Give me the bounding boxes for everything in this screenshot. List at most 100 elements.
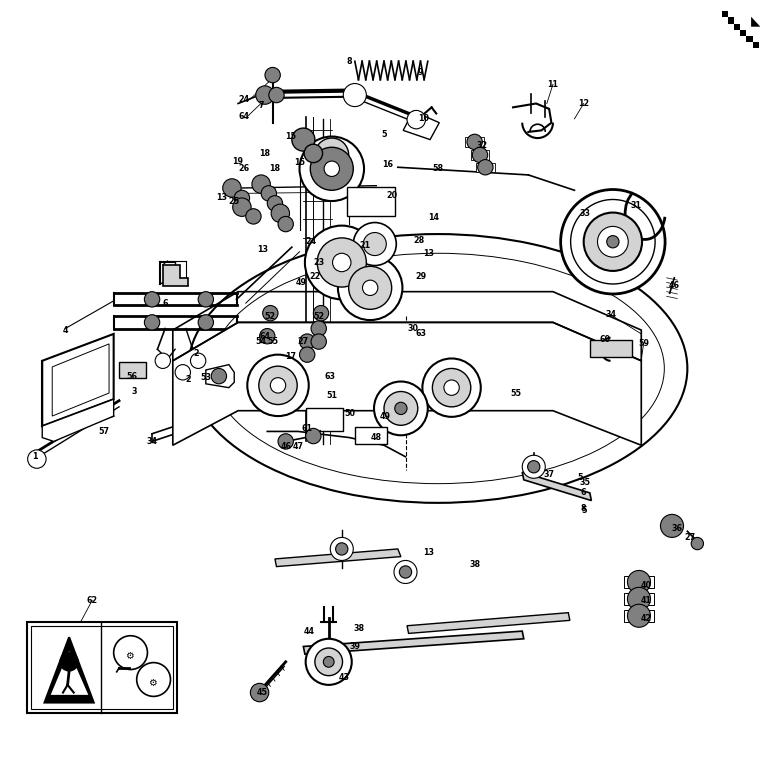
Bar [590, 340, 632, 357]
Text: 16: 16 [382, 161, 393, 169]
Text: 33: 33 [580, 209, 591, 218]
Circle shape [269, 88, 284, 103]
Circle shape [261, 186, 276, 201]
Circle shape [300, 334, 315, 349]
Text: 38: 38 [469, 560, 480, 568]
Text: 7: 7 [258, 101, 264, 110]
Circle shape [627, 604, 650, 627]
Polygon shape [753, 42, 759, 49]
Text: 10: 10 [419, 114, 429, 124]
Circle shape [313, 305, 329, 321]
Circle shape [561, 189, 665, 294]
Text: 49: 49 [296, 278, 306, 287]
Text: 25: 25 [229, 197, 240, 205]
Bar [355, 427, 387, 444]
Text: 27: 27 [684, 533, 695, 542]
Text: 13: 13 [423, 548, 434, 557]
Circle shape [278, 434, 293, 449]
Circle shape [144, 315, 160, 330]
Polygon shape [746, 36, 753, 42]
Bar [306, 409, 343, 431]
Text: 60: 60 [600, 335, 611, 344]
Bar [471, 150, 489, 160]
Circle shape [252, 175, 270, 193]
Text: 53: 53 [200, 373, 211, 382]
Polygon shape [740, 30, 746, 36]
Text: 21: 21 [359, 241, 370, 250]
Text: 52: 52 [313, 312, 324, 321]
Polygon shape [734, 23, 740, 30]
Text: 48: 48 [371, 433, 382, 442]
Text: 58: 58 [432, 164, 443, 173]
Circle shape [223, 179, 241, 197]
Text: 8: 8 [346, 56, 353, 66]
Text: 64: 64 [239, 112, 250, 121]
Circle shape [310, 147, 353, 190]
Text: 26: 26 [239, 164, 250, 173]
Text: 42: 42 [641, 614, 652, 622]
Polygon shape [722, 11, 728, 17]
Bar [476, 163, 495, 171]
Text: 9: 9 [418, 68, 424, 78]
Text: 28: 28 [413, 236, 424, 246]
Text: 44: 44 [303, 626, 314, 636]
Text: 57: 57 [98, 427, 109, 436]
Circle shape [306, 428, 321, 444]
Circle shape [472, 147, 488, 163]
Polygon shape [407, 612, 570, 633]
Circle shape [317, 238, 366, 287]
Bar [31, 626, 173, 709]
Text: 24: 24 [306, 237, 316, 246]
Circle shape [432, 369, 471, 407]
Text: 59: 59 [638, 339, 649, 348]
Circle shape [306, 639, 352, 685]
Text: 46: 46 [669, 281, 680, 290]
Circle shape [395, 402, 407, 414]
Circle shape [270, 377, 286, 393]
Polygon shape [45, 637, 94, 702]
Text: 63: 63 [325, 372, 336, 381]
Circle shape [353, 222, 396, 265]
Text: 50: 50 [344, 409, 355, 417]
Circle shape [363, 233, 386, 255]
Circle shape [315, 138, 349, 171]
Bar [347, 187, 395, 216]
Text: 13: 13 [216, 193, 227, 203]
Circle shape [311, 321, 326, 336]
Text: 64: 64 [260, 332, 270, 341]
Circle shape [304, 144, 323, 163]
Circle shape [292, 128, 315, 151]
Circle shape [256, 86, 274, 104]
Circle shape [265, 67, 280, 83]
Text: 30: 30 [408, 324, 419, 333]
Circle shape [607, 236, 619, 248]
Text: ⚙: ⚙ [147, 678, 157, 688]
Text: 17: 17 [285, 352, 296, 362]
Text: 23: 23 [313, 258, 324, 267]
Circle shape [300, 347, 315, 363]
Text: 3: 3 [131, 387, 137, 396]
Circle shape [343, 84, 366, 106]
Circle shape [175, 365, 190, 380]
Circle shape [349, 266, 392, 309]
Circle shape [234, 190, 250, 206]
Circle shape [250, 684, 269, 702]
Circle shape [598, 226, 628, 257]
Text: 55: 55 [267, 337, 278, 346]
Circle shape [155, 353, 170, 369]
Text: 56: 56 [127, 372, 137, 381]
Circle shape [384, 392, 418, 425]
Circle shape [362, 280, 378, 295]
Text: 63: 63 [415, 330, 426, 338]
Text: 6: 6 [162, 298, 168, 308]
Text: 5: 5 [581, 506, 587, 515]
Text: 34: 34 [605, 310, 616, 319]
Circle shape [584, 212, 642, 271]
Text: 51: 51 [326, 391, 337, 400]
Text: 13: 13 [257, 245, 268, 254]
Text: 22: 22 [310, 272, 320, 281]
Polygon shape [173, 323, 641, 446]
Circle shape [627, 571, 650, 594]
Text: 45: 45 [257, 688, 268, 697]
Polygon shape [522, 472, 591, 500]
